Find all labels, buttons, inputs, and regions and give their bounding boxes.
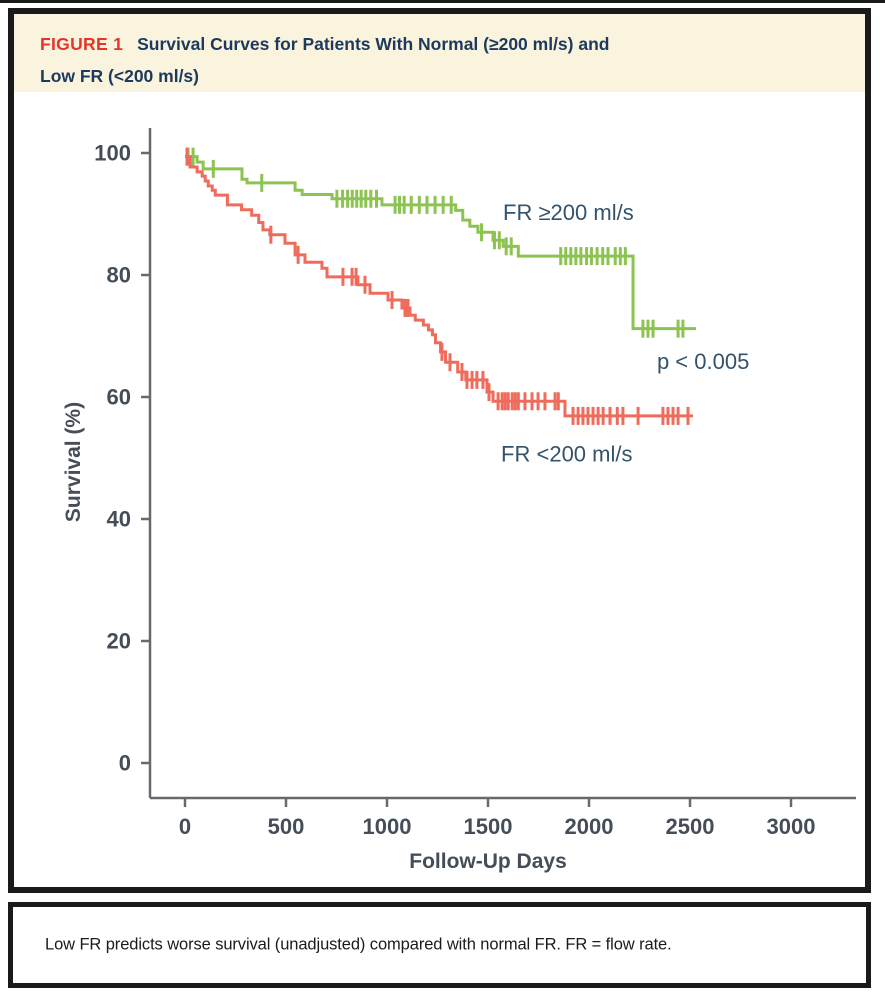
figure-panel: FIGURE 1 Survival Curves for Patients Wit… [8, 8, 871, 893]
x-tick-label: 2000 [565, 814, 614, 839]
y-tick-label: 60 [107, 385, 131, 410]
annotation-normal-fr-label: FR ≥200 ml/s [503, 200, 634, 225]
y-tick-label: 20 [107, 629, 131, 654]
page-top-rule [0, 0, 885, 3]
y-tick-label: 40 [107, 507, 131, 532]
figure-number-label: FIGURE 1 [40, 34, 124, 54]
figure-title-text-1: Survival Curves for Patients With Normal… [137, 34, 610, 54]
figure-title-line-2: Low FR (<200 ml/s) [40, 66, 199, 86]
x-tick-label: 1000 [363, 814, 412, 839]
x-tick-label: 500 [268, 814, 305, 839]
figure-caption-text: Low FR predicts worse survival (unadjust… [45, 935, 672, 954]
figure-caption-box: Low FR predicts worse survival (unadjust… [8, 902, 871, 988]
x-tick-label: 3000 [767, 814, 816, 839]
figure-header: FIGURE 1 Survival Curves for Patients Wit… [14, 14, 865, 92]
y-tick-label: 100 [94, 141, 131, 166]
figure-title-line-1: FIGURE 1 Survival Curves for Patients Wit… [40, 28, 865, 60]
x-tick-label: 0 [179, 814, 191, 839]
x-tick-label: 1500 [464, 814, 513, 839]
y-tick-label: 80 [107, 263, 131, 288]
annotation-p-value: p < 0.005 [657, 349, 749, 374]
x-axis-title: Follow-Up Days [409, 850, 567, 873]
y-tick-label: 0 [119, 751, 131, 776]
survival-curve-low-fr [185, 155, 694, 418]
y-axis-title: Survival (%) [62, 401, 85, 523]
annotation-low-fr-label: FR <200 ml/s [501, 441, 632, 466]
x-tick-label: 2500 [666, 814, 715, 839]
